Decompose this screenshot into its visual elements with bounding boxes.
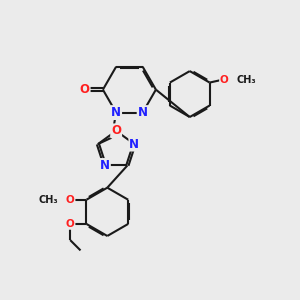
Text: N: N bbox=[111, 106, 121, 119]
Text: O: O bbox=[66, 195, 75, 205]
Text: CH₃: CH₃ bbox=[38, 195, 58, 205]
Text: O: O bbox=[220, 75, 229, 85]
Text: N: N bbox=[138, 106, 148, 119]
Text: N: N bbox=[129, 138, 139, 151]
Text: O: O bbox=[111, 124, 121, 137]
Text: CH₃: CH₃ bbox=[237, 75, 256, 85]
Text: O: O bbox=[66, 219, 75, 229]
Text: N: N bbox=[100, 159, 110, 172]
Text: O: O bbox=[80, 83, 90, 96]
